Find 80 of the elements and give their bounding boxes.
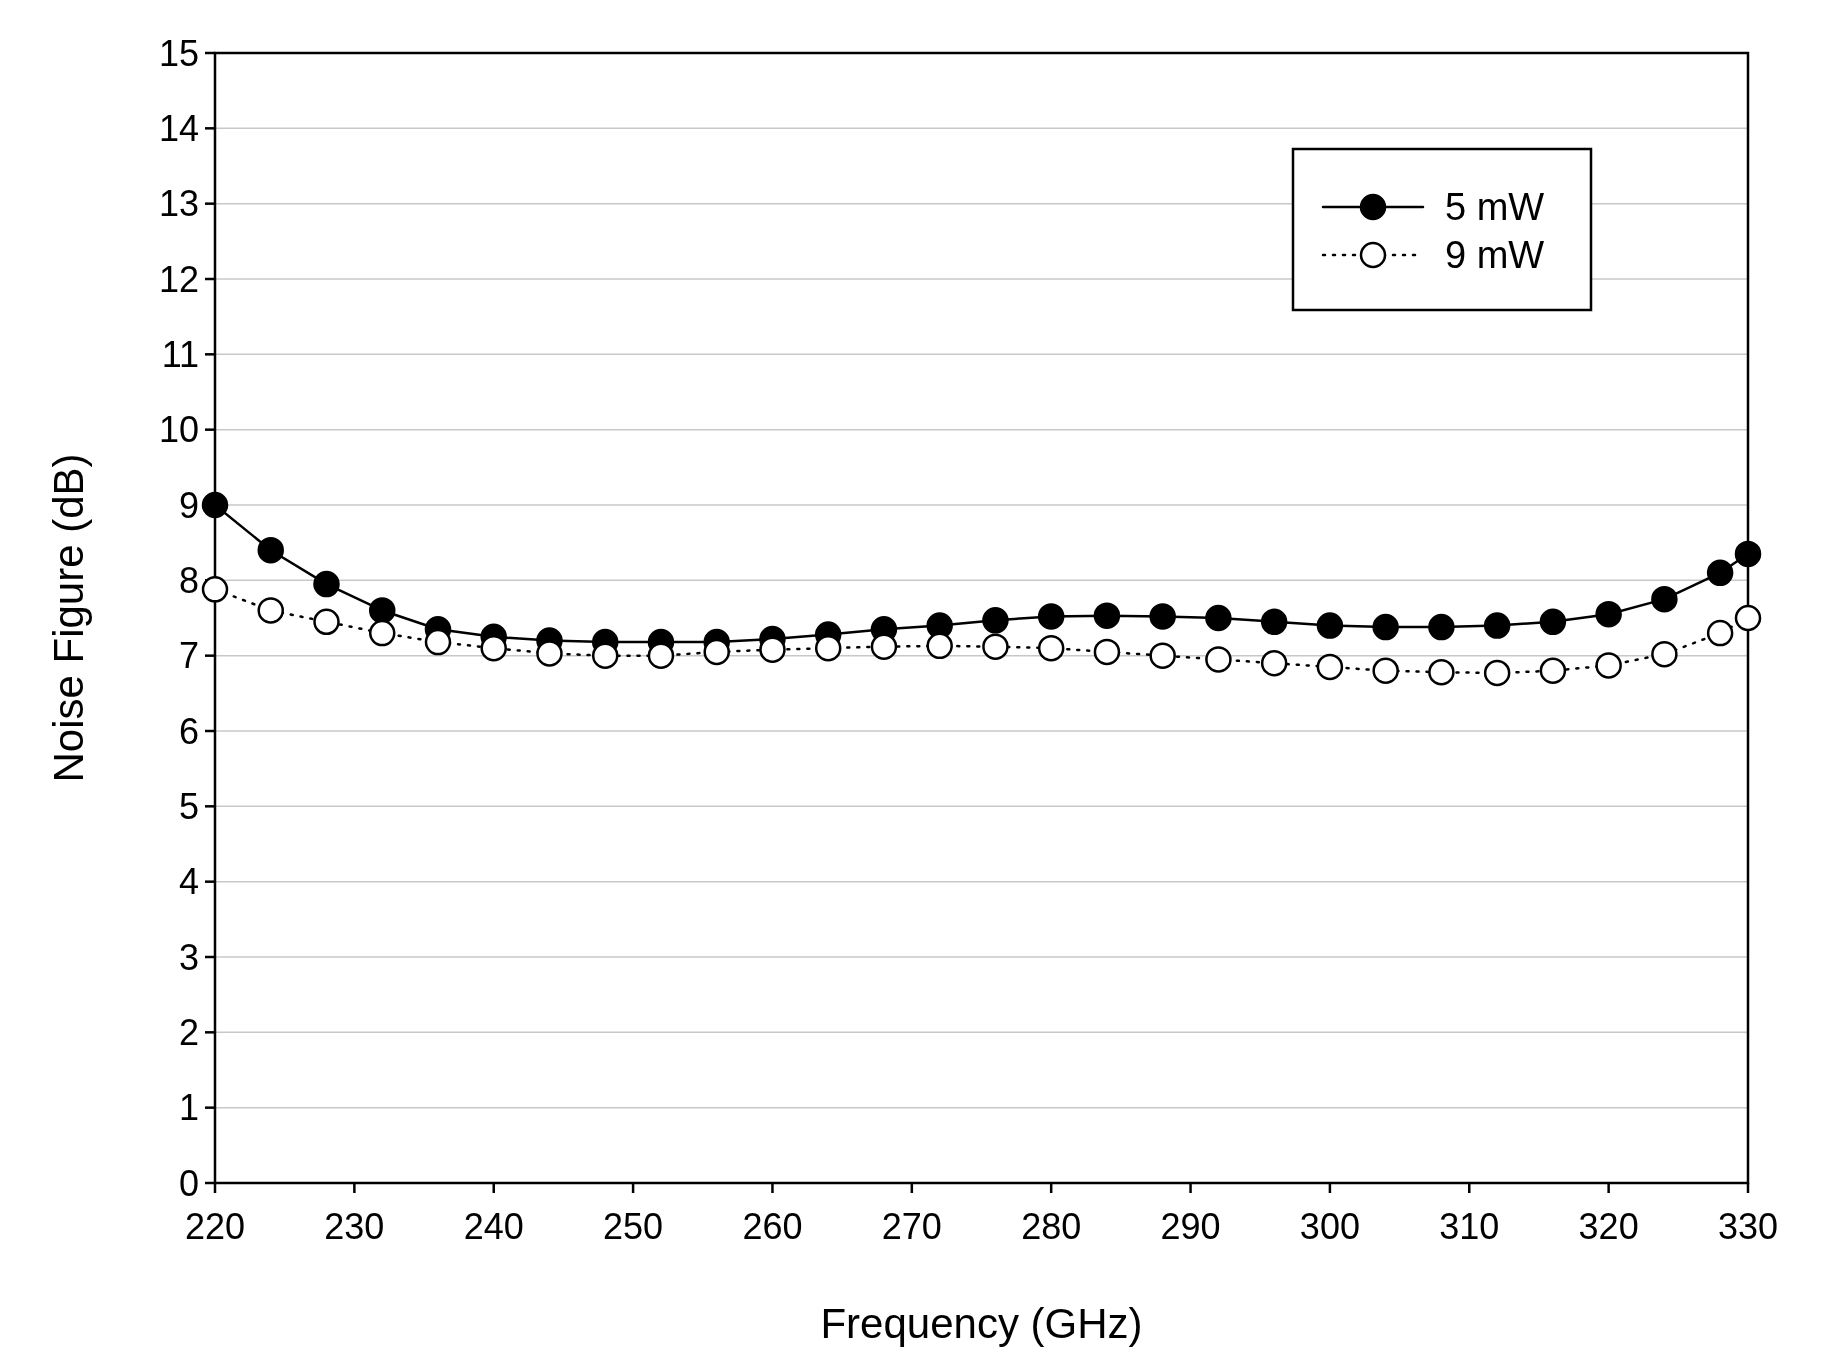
point xyxy=(703,638,730,666)
point xyxy=(424,628,452,656)
y-tick-label: 13 xyxy=(158,183,199,225)
point xyxy=(1205,604,1232,632)
point xyxy=(1037,634,1065,662)
point xyxy=(814,634,842,662)
x-tick-label: 290 xyxy=(1160,1206,1221,1247)
point xyxy=(982,633,1009,660)
point xyxy=(368,619,396,647)
x-tick-label: 300 xyxy=(1299,1206,1360,1247)
point xyxy=(1205,646,1232,673)
point xyxy=(536,640,563,667)
point xyxy=(201,491,229,519)
point xyxy=(1260,608,1288,636)
point xyxy=(1651,585,1678,613)
x-tick-label: 260 xyxy=(742,1206,803,1247)
point xyxy=(1734,540,1762,568)
y-tick-label: 14 xyxy=(158,107,199,149)
point xyxy=(1539,608,1567,636)
point xyxy=(201,576,229,603)
point xyxy=(759,636,786,663)
point xyxy=(1706,559,1734,587)
legend-label: 9 mW xyxy=(1445,234,1545,277)
point xyxy=(480,634,507,662)
x-tick-label: 270 xyxy=(881,1206,942,1247)
x-tick-label: 230 xyxy=(324,1206,385,1247)
point xyxy=(257,536,284,564)
y-tick-label: 10 xyxy=(158,409,199,451)
point xyxy=(313,608,340,636)
point xyxy=(647,642,675,669)
x-tick-label: 280 xyxy=(1021,1206,1082,1247)
point xyxy=(1428,613,1455,641)
point xyxy=(1037,603,1065,630)
y-tick-label: 3 xyxy=(178,936,199,978)
x-tick-label: 240 xyxy=(463,1206,524,1247)
point xyxy=(1316,653,1344,681)
point xyxy=(1372,657,1399,684)
y-tick-label: 0 xyxy=(178,1162,199,1204)
y-axis-title: Noise Figure (dB) xyxy=(45,453,92,783)
x-tick-label: 330 xyxy=(1717,1206,1779,1247)
y-tick-label: 6 xyxy=(178,710,199,752)
point xyxy=(926,632,953,660)
point xyxy=(1595,652,1622,679)
point xyxy=(313,570,340,598)
y-tick-label: 15 xyxy=(158,32,199,74)
point xyxy=(257,597,284,624)
y-tick-label: 4 xyxy=(178,861,199,903)
point xyxy=(1149,603,1176,630)
point xyxy=(1595,600,1622,628)
x-tick-label: 250 xyxy=(603,1206,664,1247)
point xyxy=(870,633,898,660)
y-tick-label: 5 xyxy=(178,785,199,827)
x-axis-title: Frequency (GHz) xyxy=(820,1300,1143,1347)
y-tick-label: 8 xyxy=(178,559,199,601)
point xyxy=(591,642,619,669)
y-tick-label: 11 xyxy=(161,333,199,375)
point xyxy=(1483,659,1511,687)
point xyxy=(1428,658,1455,686)
y-tick-label: 2 xyxy=(178,1011,199,1053)
point xyxy=(1316,612,1344,639)
x-tick-label: 320 xyxy=(1578,1206,1639,1247)
point xyxy=(1734,604,1762,632)
point xyxy=(1706,619,1734,647)
legend-label: 5 mW xyxy=(1445,186,1545,229)
point xyxy=(1093,602,1121,629)
point xyxy=(368,597,396,624)
x-tick-label: 310 xyxy=(1439,1206,1500,1247)
y-tick-label: 12 xyxy=(158,258,199,300)
point xyxy=(1651,640,1678,668)
y-tick-label: 9 xyxy=(178,484,199,526)
y-tick-label: 7 xyxy=(178,635,199,677)
x-tick-label: 220 xyxy=(184,1206,246,1247)
point xyxy=(1093,638,1121,666)
point xyxy=(1260,649,1288,677)
point xyxy=(1483,612,1511,639)
point xyxy=(1539,657,1567,684)
point xyxy=(982,607,1009,634)
point xyxy=(1372,613,1399,641)
point xyxy=(1149,642,1176,669)
y-tick-label: 1 xyxy=(178,1087,199,1129)
